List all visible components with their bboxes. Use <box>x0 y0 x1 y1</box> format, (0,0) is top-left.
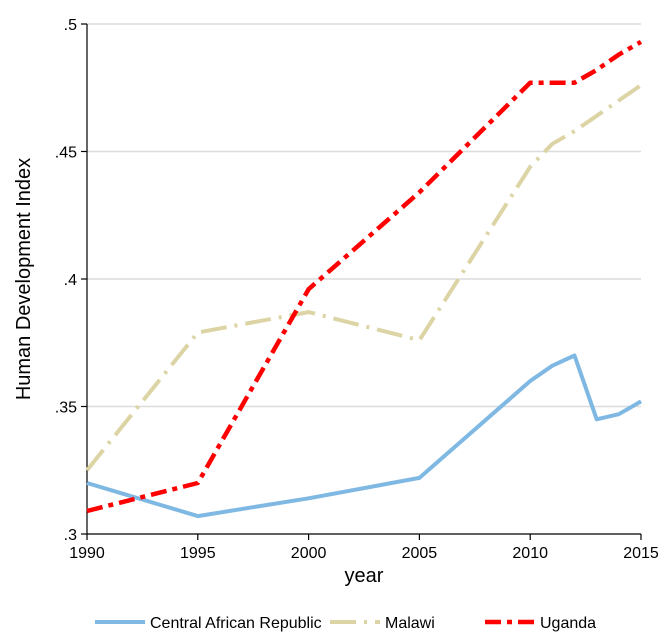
legend-label: Uganda <box>540 615 596 632</box>
y-axis-title: Human Development Index <box>13 158 35 400</box>
series-line-uganda <box>86 39 643 514</box>
x-tick-label: 2015 <box>623 545 659 562</box>
legend-label: Malawi <box>385 615 435 632</box>
gridlines <box>87 23 641 408</box>
x-axis-ticks: 1990 1995 2000 2005 2010 2015 <box>69 534 659 562</box>
y-tick-label: .35 <box>55 400 77 417</box>
legend-label: Central African Republic <box>150 615 322 632</box>
y-tick-label: .4 <box>64 272 77 289</box>
series-line-central-african-republic <box>86 353 642 519</box>
x-axis-title: year <box>345 565 384 587</box>
x-tick-label: 1990 <box>69 545 105 562</box>
y-tick-label: .5 <box>64 17 77 34</box>
y-axis-ticks: .3 .35 .4 .45 .5 <box>55 17 87 544</box>
x-tick-label: 2005 <box>402 545 438 562</box>
x-tick-label: 1995 <box>180 545 216 562</box>
x-tick-label: 2010 <box>512 545 548 562</box>
y-tick-label: .45 <box>55 145 77 162</box>
y-tick-label: .3 <box>64 527 77 544</box>
series-lines <box>85 39 643 519</box>
x-tick-label: 2000 <box>291 545 327 562</box>
series-line-malawi <box>85 83 643 472</box>
legend: Central African Republic Malawi Uganda <box>95 615 596 632</box>
